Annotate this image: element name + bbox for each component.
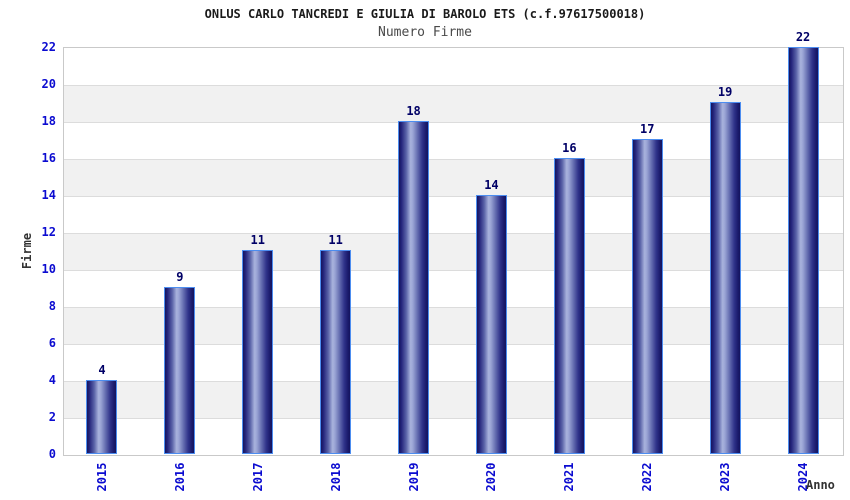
bar-value-label: 11 [328,233,343,247]
x-tick-label: 2016 [172,462,187,492]
bar-2021 [553,158,585,454]
chart-title: ONLUS CARLO TANCREDI E GIULIA DI BAROLO … [204,7,646,21]
y-tick-label: 12 [41,225,56,239]
y-tick-label: 0 [48,447,56,461]
bar-value-label: 19 [717,85,733,99]
y-tick-label: 22 [41,40,56,54]
bar-value-label: 22 [795,30,811,44]
y-tick-label: 2 [48,410,56,424]
bar-value-label: 17 [640,122,655,136]
y-tick-label: 14 [41,188,56,202]
bar-2019 [398,121,430,454]
x-axis-title: Anno [806,478,835,492]
y-tick-label: 6 [48,336,56,350]
y-tick-label: 8 [48,299,56,313]
x-tick-label: 2023 [718,462,733,492]
y-tick-label: 10 [41,262,56,276]
bar-value-label: 14 [484,178,499,192]
y-tick-label: 4 [48,373,56,387]
grid-band [64,48,843,85]
bar-value-label: 11 [250,233,265,247]
bar-value-label: 16 [562,141,577,155]
bar-2018 [320,250,352,454]
bar-2015 [86,380,118,454]
x-tick-label: 2022 [640,462,655,492]
x-tick-label: 2018 [328,462,343,492]
bar-2020 [475,195,507,454]
bar-2016 [164,287,196,454]
x-tick-label: 2015 [94,462,109,492]
x-tick-label: 2020 [484,462,499,492]
chart-subtitle: Numero Firme [378,25,472,40]
bar-value-label: 9 [176,270,184,284]
bar-value-label: 4 [98,363,106,377]
y-tick-label: 16 [41,151,56,165]
x-tick-label: 2019 [406,462,421,492]
bar-2024 [787,47,819,454]
bar-2017 [242,250,274,454]
y-tick-label: 20 [41,77,56,91]
y-tick-label: 18 [41,114,56,128]
x-tick-label: 2017 [250,462,265,492]
bar-2022 [631,139,663,454]
bar-2023 [709,102,741,454]
x-tick-label: 2021 [562,462,577,492]
bar-value-label: 18 [406,104,421,118]
